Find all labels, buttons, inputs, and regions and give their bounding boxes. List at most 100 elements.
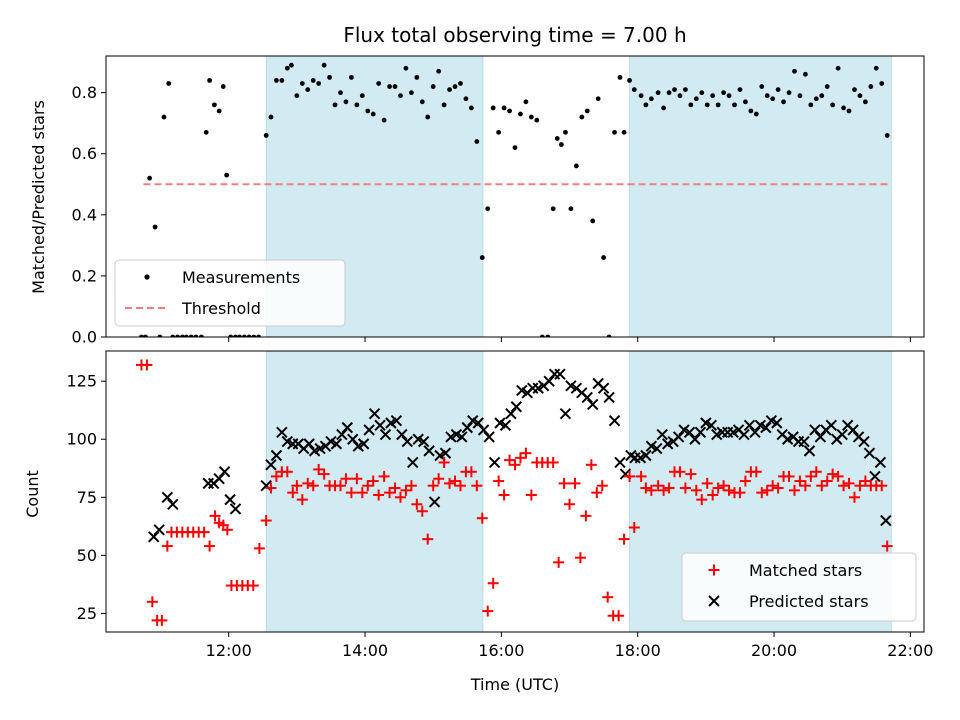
matched-star-marker [658, 484, 670, 496]
measurement-point [403, 65, 409, 71]
measurement-point [852, 87, 857, 92]
predicted-marker-stroke [213, 473, 225, 485]
predicted-star-marker [456, 431, 468, 443]
top-legend: Measurements Threshold [114, 259, 346, 327]
predicted-star-marker [379, 428, 392, 441]
measurement-point [781, 99, 786, 105]
x-tick-label: 22:00 [887, 641, 933, 660]
measurement-point [468, 105, 474, 111]
measurement-point [518, 111, 523, 117]
measurement-point [573, 163, 579, 169]
measurement-point [631, 87, 637, 92]
matched-star-marker [640, 482, 652, 494]
predicted-star-marker [608, 414, 621, 427]
measurement-point [846, 108, 852, 114]
measurement-point [726, 93, 732, 99]
predicted-star-marker [847, 424, 859, 436]
matched-star-marker [547, 456, 559, 468]
measurement-point [157, 334, 163, 337]
legend-label: Measurements [182, 268, 300, 287]
measurement-point [220, 84, 226, 89]
matched-star-marker [602, 591, 614, 603]
predicted-marker-stroke [341, 421, 354, 434]
predicted-marker-stroke [276, 426, 288, 438]
x-tick-label: 20:00 [751, 641, 797, 660]
predicted-marker-stroke [700, 417, 712, 429]
measurement-point [545, 334, 551, 337]
matched-star-marker [345, 487, 357, 499]
matched-star-marker [772, 482, 784, 494]
matched-star-marker [838, 480, 850, 492]
top-y-tick-label: 0.8 [72, 83, 97, 102]
bottom-y-tick-label: 100 [66, 430, 97, 449]
measurement-point [819, 93, 825, 99]
measurement-point [677, 93, 683, 99]
measurement-point [759, 84, 765, 89]
matched-star-marker [663, 482, 675, 494]
matched-star-marker [198, 526, 210, 538]
measurement-point [661, 105, 667, 111]
predicted-marker-stroke [483, 431, 495, 443]
predicted-star-marker [341, 421, 354, 434]
matched-star-marker [832, 470, 844, 482]
measurement-point [447, 87, 452, 92]
measurement-point [721, 90, 726, 96]
top-y-tick-label: 0.4 [72, 205, 97, 224]
matched-star-marker [569, 477, 581, 489]
measurement-point [241, 334, 247, 337]
predicted-star-marker [417, 435, 430, 448]
measurement-point [715, 102, 721, 108]
measurement-point [233, 334, 238, 337]
predicted-marker-stroke [645, 440, 658, 452]
measurement-point [579, 114, 585, 120]
bottom-y-tick-label: 125 [66, 372, 97, 391]
measurement-point [554, 136, 560, 141]
measurement-point [496, 129, 502, 135]
predicted-marker-stroke [874, 456, 887, 469]
predicted-star-marker [543, 375, 555, 387]
predicted-marker-stroke [292, 438, 304, 450]
measurement-point [284, 65, 290, 71]
matched-star-marker [628, 521, 640, 533]
predicted-star-marker [874, 456, 887, 469]
legend-label: Threshold [181, 299, 261, 318]
matched-star-marker [389, 482, 401, 494]
predicted-star-marker [548, 368, 561, 380]
predicted-star-marker [880, 514, 892, 527]
bottom-x-axis-label: Time (UTC) [470, 675, 559, 694]
predicted-marker-stroke [694, 426, 707, 438]
matched-star-marker [444, 477, 456, 489]
matched-star-marker [427, 480, 439, 492]
top-legend-box [114, 259, 346, 327]
predicted-marker-stroke [841, 419, 854, 432]
measurement-point [595, 96, 601, 102]
matched-star-marker [585, 459, 597, 471]
matched-star-marker [525, 489, 537, 501]
measurement-point [841, 105, 846, 111]
predicted-marker-stroke [771, 417, 783, 429]
predicted-marker-stroke [656, 428, 668, 441]
predicted-star-marker [672, 431, 685, 443]
measurement-point [349, 74, 354, 80]
predicted-marker-stroke [407, 456, 419, 469]
measurement-point [792, 68, 797, 74]
measurement-point [170, 334, 176, 337]
predicted-star-marker [825, 419, 838, 432]
matched-star-marker [696, 494, 708, 506]
predicted-marker-stroke [336, 428, 348, 441]
measurement-point [884, 133, 890, 138]
matched-star-marker [821, 475, 833, 487]
measurement-point [343, 99, 349, 105]
measurement-point [550, 206, 556, 212]
measurement-point [152, 224, 158, 230]
measurement-point [359, 93, 365, 99]
predicted-marker-stroke [880, 514, 892, 527]
predicted-star-marker [148, 531, 160, 543]
predicted-star-marker [428, 496, 441, 508]
matched-star-marker [723, 484, 735, 496]
measurement-point [474, 139, 480, 144]
top-shaded-span-2 [629, 55, 892, 338]
matched-star-marker [334, 480, 346, 492]
predicted-marker-stroke [678, 424, 690, 436]
measurement-point [786, 90, 792, 96]
